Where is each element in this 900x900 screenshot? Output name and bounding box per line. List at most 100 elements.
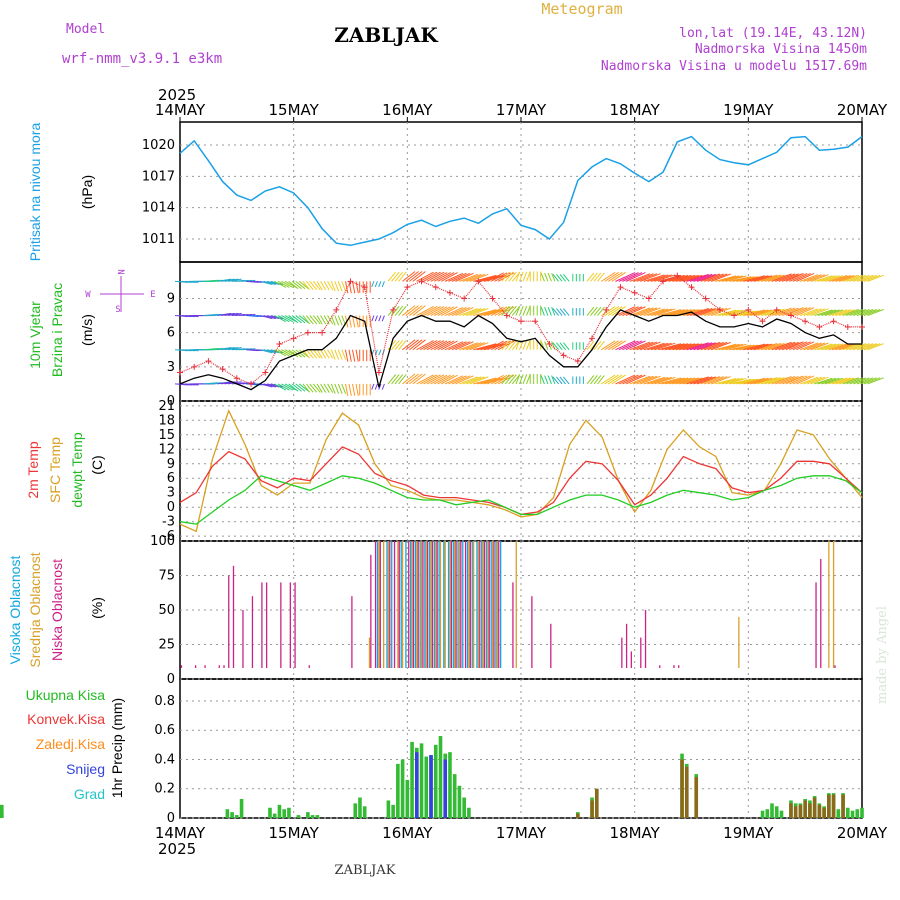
y-axis-labels: 10111014101710200369-6-30369121518210255… xyxy=(142,138,175,826)
wind-arrow xyxy=(714,343,737,351)
wind-arrow xyxy=(750,377,773,385)
pressure-tick-label: 1011 xyxy=(142,232,175,247)
wind-arrow xyxy=(846,309,863,317)
wind-arrow xyxy=(462,308,482,317)
total-precip-bar xyxy=(845,807,850,818)
wind-arrow xyxy=(736,310,759,317)
wind-arrow xyxy=(618,272,639,282)
wind-arrow xyxy=(355,383,359,396)
wind-arrow xyxy=(295,280,306,290)
wind-arrow xyxy=(221,278,235,282)
wind-arrow xyxy=(604,306,619,316)
wind-arrow xyxy=(374,281,378,288)
wind-arrow xyxy=(515,305,521,316)
gust-marker xyxy=(518,318,524,325)
wind-arrow xyxy=(387,305,397,316)
wind-arrow xyxy=(552,376,560,385)
wind-arrow xyxy=(842,377,860,385)
wind-arrow xyxy=(430,306,448,316)
wind-arrow xyxy=(556,376,563,385)
gust-marker xyxy=(191,363,198,370)
wind-arrow xyxy=(661,343,685,351)
cloud-series xyxy=(180,541,836,668)
wind-arrow xyxy=(398,374,407,385)
wind-arrow xyxy=(412,305,426,316)
wind-arrow xyxy=(686,308,709,317)
wind-arrow xyxy=(437,272,455,282)
wind-arrow xyxy=(806,274,826,282)
wind-arrow xyxy=(636,273,658,282)
wind-arrow xyxy=(632,375,654,385)
wind-arrow xyxy=(402,271,416,282)
wind-arrow xyxy=(316,281,323,291)
wind-arrow xyxy=(721,309,744,317)
gust-marker xyxy=(390,306,397,313)
wind-arrow xyxy=(345,281,349,294)
wind-arrow xyxy=(277,383,290,391)
wind-arrow xyxy=(323,281,330,291)
conv-precip-bar xyxy=(694,777,699,818)
wind-arrow xyxy=(185,280,199,283)
wind-arrow xyxy=(522,340,528,350)
wind-arrow xyxy=(508,340,517,351)
wind-arrow xyxy=(504,271,514,282)
wind-arrow xyxy=(374,315,378,322)
wind-arrow xyxy=(305,383,314,393)
wind-arrow xyxy=(409,271,423,282)
compass-w: W xyxy=(85,290,91,300)
wind-arrow xyxy=(618,340,639,351)
wind-arrow xyxy=(675,377,699,385)
wind-arrow xyxy=(849,377,867,385)
wind-arrow xyxy=(394,374,404,385)
total-precip-bar xyxy=(315,815,320,818)
wind-arrow xyxy=(563,342,570,351)
wind-arrow xyxy=(355,349,359,362)
wind-arrow xyxy=(263,349,276,354)
wind-arrow xyxy=(490,272,508,282)
wind-arrow xyxy=(650,376,672,385)
wind-arrow xyxy=(821,309,840,317)
wind-arrow xyxy=(451,307,471,317)
sfc-temp-title: SFC Temp xyxy=(47,437,63,503)
wind-arrow xyxy=(412,271,426,282)
wind-arrow xyxy=(544,341,549,350)
total-precip-title: Ukupna Kisa xyxy=(26,687,106,703)
wind-arrow xyxy=(309,281,318,291)
wind-arrow xyxy=(288,383,299,392)
wind-arrow xyxy=(775,341,796,351)
wind-arrow xyxy=(448,341,467,351)
wind-arrow xyxy=(547,375,552,385)
bottom-day-label: 15MAY xyxy=(269,824,320,842)
gust-marker xyxy=(716,306,723,313)
wind-arrow xyxy=(586,341,595,351)
temperature-series xyxy=(179,408,863,533)
wind-arrow xyxy=(185,383,199,386)
wind-arrow xyxy=(775,273,796,282)
wind-arrow xyxy=(743,343,766,351)
gust-marker xyxy=(844,323,851,330)
wind-arrow xyxy=(405,373,419,385)
wind-arrow xyxy=(298,315,309,324)
top-day-label: 16MAY xyxy=(382,101,433,119)
wind-arrow xyxy=(434,272,451,282)
wind-arrow xyxy=(803,342,822,351)
wind-arrow xyxy=(622,306,643,317)
snow-title: Snijeg xyxy=(66,761,105,777)
pressure-tick-label: 1020 xyxy=(142,138,175,153)
wind-arrow xyxy=(625,306,646,317)
wind-arrow xyxy=(490,340,508,351)
wind-arrow xyxy=(654,376,676,385)
wind-arrow xyxy=(552,274,560,282)
wind-arrow xyxy=(563,308,570,316)
gust-marker xyxy=(418,278,425,285)
wind-arrow xyxy=(828,377,848,385)
wind-arrow xyxy=(274,280,287,288)
wind-arrow xyxy=(277,349,290,357)
wind-arrow xyxy=(312,281,321,291)
wind-arrow xyxy=(672,377,696,385)
bottom-day-label: 20MAY xyxy=(837,824,888,842)
wind-arrow xyxy=(718,275,740,282)
wind-arrow xyxy=(547,307,552,316)
wind-arrow xyxy=(647,376,669,385)
